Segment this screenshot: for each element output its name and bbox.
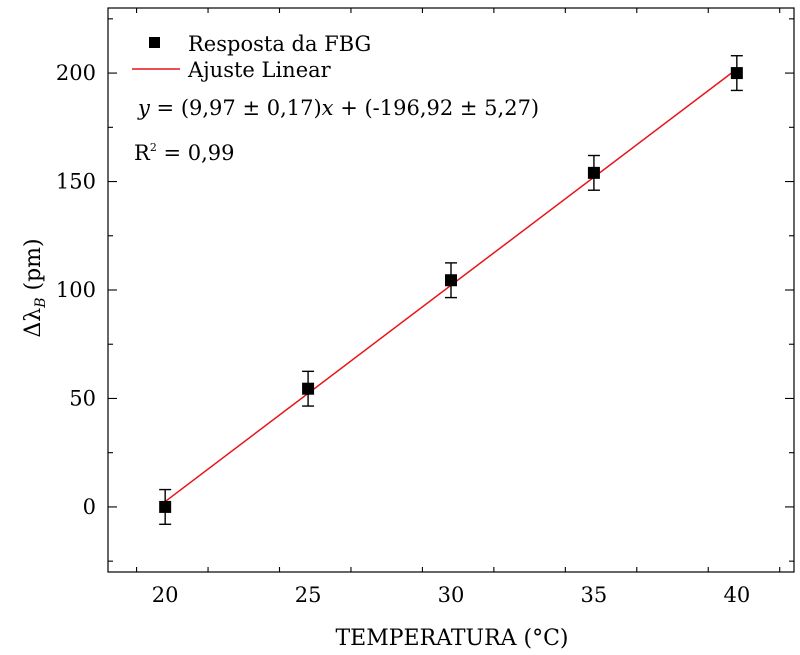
- legend-label-ajuste-linear: Ajuste Linear: [187, 58, 332, 82]
- x-axis-label: TEMPERATURA (°C): [335, 626, 568, 651]
- x-tick-label: 40: [723, 583, 750, 607]
- legend: Resposta da FBG Ajuste Linear: [132, 32, 371, 82]
- legend-label-resposta-fbg: Resposta da FBG: [188, 32, 371, 56]
- y-axis-label-unit: (pm): [21, 238, 46, 297]
- y-tick-label: 150: [56, 170, 96, 194]
- equation-x-variable: x: [322, 96, 334, 120]
- x-tick-label: 20: [152, 583, 179, 607]
- data-point: [159, 500, 172, 513]
- y-tick-label: 0: [83, 495, 96, 519]
- axes-layer: 20 25 30 35 40 0 50 100 150 200: [56, 7, 795, 607]
- x-tick-label: 30: [438, 583, 465, 607]
- y-axis-label-main: Δλ: [21, 308, 46, 338]
- y-tick-label: 50: [69, 386, 96, 410]
- r2-value: = 0,99: [157, 141, 235, 165]
- data-point: [302, 382, 315, 395]
- x-tick-label: 35: [581, 583, 608, 607]
- legend-marker-resposta-fbg: [149, 37, 160, 48]
- r-squared: R2 = 0,99: [134, 141, 235, 165]
- y-axis-label-subscript: B: [33, 297, 49, 308]
- r2-superscript: 2: [150, 141, 157, 154]
- data-point: [587, 166, 600, 179]
- r2-label: R: [134, 141, 151, 165]
- equation-slope: = (9,97 ± 0,17): [150, 96, 322, 120]
- x-tick-label: 25: [295, 583, 322, 607]
- data-point: [445, 274, 457, 287]
- equation-y-variable: y: [137, 96, 151, 120]
- data-point: [730, 67, 743, 80]
- y-axis-label: ΔλB (pm): [21, 238, 49, 337]
- fit-equation: y = (9,97 ± 0,17)x + (-196,92 ± 5,27): [137, 96, 539, 120]
- equation-intercept: + (-196,92 ± 5,27): [334, 96, 540, 120]
- y-tick-label: 100: [56, 278, 96, 302]
- y-tick-label: 200: [56, 61, 96, 85]
- data-points-layer: [159, 55, 743, 525]
